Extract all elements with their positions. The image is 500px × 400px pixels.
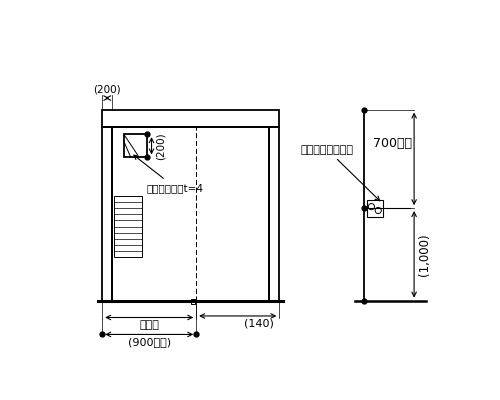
Text: (200): (200)	[94, 84, 121, 94]
Bar	[191, 299, 196, 304]
Text: (1,000): (1,000)	[418, 233, 431, 276]
Text: 700以上: 700以上	[374, 137, 412, 150]
Bar	[367, 200, 382, 217]
Bar	[102, 110, 280, 126]
Bar	[124, 134, 147, 157]
Text: 自動扉押しボタン: 自動扉押しボタン	[301, 145, 380, 201]
Bar	[114, 196, 142, 258]
Bar	[270, 126, 280, 300]
Text: 有効幅: 有効幅	[140, 320, 159, 330]
Text: (900以上): (900以上)	[128, 337, 171, 347]
Text: 型板ガラス　t=4: 型板ガラス t=4	[134, 155, 204, 193]
Text: (140): (140)	[244, 318, 274, 328]
Bar	[102, 126, 113, 300]
Text: (200): (200)	[156, 132, 166, 160]
